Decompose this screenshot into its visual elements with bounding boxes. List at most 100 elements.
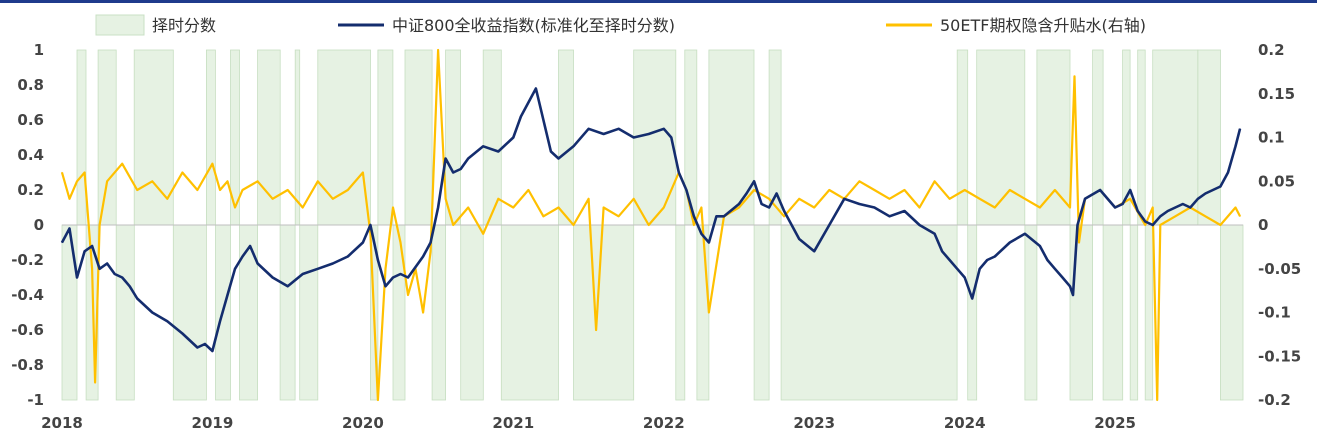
- csi800-point-17: [219, 320, 221, 322]
- etf50-point-26: [362, 171, 364, 174]
- csi800-point-88: [971, 297, 973, 300]
- timing-bar-4: [115, 224, 135, 401]
- csi800-point-82: [918, 224, 921, 226]
- csi800-point-36: [422, 255, 424, 258]
- csi800-point-54: [603, 133, 605, 135]
- csi800-point-86: [956, 268, 958, 270]
- etf50-point-23: [317, 180, 319, 182]
- csi800-point-58: [663, 128, 665, 130]
- timing-bar-46: [1144, 224, 1154, 401]
- y-left-tick-label: -0.6: [11, 321, 44, 339]
- timing-bar-44: [1129, 224, 1139, 401]
- y-axis-left: 1 0.8 0.6 0.4 0.2 0 -0.2 -0.4 -0.6 -0.8 -1: [11, 41, 44, 409]
- timing-bar-49: [1220, 224, 1244, 401]
- etf50-point-77: [994, 206, 996, 209]
- etf50-point-68: [858, 180, 861, 182]
- csi800-point-0: [61, 241, 63, 244]
- csi800-point-110: [1167, 210, 1169, 212]
- csi800-point-27: [332, 262, 334, 265]
- csi800-point-94: [1039, 245, 1041, 247]
- etf50-point-31: [399, 241, 402, 244]
- etf50-point-92: [1159, 224, 1161, 226]
- csi800-point-74: [798, 238, 800, 240]
- timing-bar-10: [239, 224, 259, 401]
- csi800-point-24: [287, 285, 289, 287]
- csi800-point-43: [482, 145, 484, 147]
- csi800-point-28: [347, 255, 349, 258]
- csi800-point-79: [873, 206, 876, 209]
- etf50-point-39: [467, 206, 469, 209]
- csi800-point-14: [196, 346, 198, 349]
- csi800-point-25: [302, 273, 304, 275]
- csi800-point-23: [272, 276, 274, 279]
- csi800-point-64: [708, 241, 710, 244]
- timing-bar-31: [708, 49, 755, 226]
- etf50-point-64: [798, 198, 800, 200]
- timing-bar-29: [684, 49, 698, 226]
- csi800-point-87: [964, 276, 966, 279]
- csi800-point-57: [648, 133, 650, 135]
- csi800-point-105: [1129, 189, 1131, 191]
- csi800-point-116: [1212, 189, 1214, 191]
- timing-bar-3: [97, 49, 117, 226]
- csi800-point-12: [166, 320, 168, 322]
- csi800-point-29: [362, 241, 364, 244]
- etf50-point-57: [700, 206, 703, 209]
- csi800-point-35: [407, 276, 409, 279]
- csi800-point-96: [1054, 268, 1056, 270]
- legend-label-etf50: 50ETF期权隐含升贴水(右轴): [940, 16, 1146, 35]
- csi800-point-63: [700, 233, 703, 235]
- csi800-point-40: [452, 171, 454, 174]
- etf50-point-34: [422, 311, 424, 314]
- csi800-point-46: [520, 115, 522, 118]
- csi800-point-114: [1197, 198, 1199, 200]
- legend-label-timing: 择时分数: [152, 16, 216, 35]
- timing-bar-7: [205, 49, 216, 226]
- etf50-point-36: [437, 49, 439, 51]
- etf50-point-51: [633, 198, 635, 200]
- etf50-point-43: [527, 189, 530, 191]
- x-tick-label: 2022: [643, 414, 685, 432]
- csi800-point-61: [685, 189, 688, 191]
- csi800-point-117: [1219, 185, 1221, 188]
- timing-bar-45: [1137, 49, 1146, 226]
- etf50-point-0: [61, 171, 63, 174]
- csi800-point-7: [114, 273, 116, 275]
- y-right-tick-label: -0.1: [1258, 304, 1291, 322]
- etf50-point-73: [934, 180, 936, 182]
- timing-bar-40: [1069, 224, 1094, 401]
- etf50-point-60: [738, 206, 740, 209]
- etf50-point-12: [181, 171, 183, 174]
- etf50-point-47: [588, 198, 590, 200]
- etf50-point-71: [903, 189, 906, 191]
- y-right-tick-label: 0: [1258, 216, 1268, 234]
- csi800-point-99: [1072, 294, 1074, 296]
- csi800-point-71: [768, 206, 770, 209]
- timing-bar-12: [279, 224, 296, 401]
- csi800-point-118: [1227, 171, 1229, 174]
- y-right-tick-label: -0.05: [1258, 260, 1301, 278]
- etf50-point-37: [445, 198, 447, 200]
- etf50-point-93: [1174, 215, 1176, 217]
- csi800-point-42: [467, 157, 469, 160]
- csi800-point-9: [129, 285, 131, 287]
- csi800-point-26: [317, 268, 319, 270]
- y-right-tick-label: 0.2: [1258, 41, 1285, 59]
- csi800-series: [60, 87, 1242, 353]
- timing-bar-5: [133, 49, 174, 226]
- etf50-point-61: [753, 189, 755, 191]
- etf50-point-80: [1039, 206, 1041, 209]
- x-tick-label: 2024: [944, 414, 986, 432]
- timing-bar-28: [675, 224, 686, 401]
- csi800-point-11: [151, 311, 153, 314]
- csi800-point-13: [181, 332, 183, 335]
- csi800-point-111: [1174, 206, 1176, 209]
- etf50-point-70: [888, 198, 891, 200]
- timing-bar-35: [956, 49, 969, 226]
- timing-bar-1: [76, 49, 87, 226]
- csi800-point-51: [557, 157, 560, 160]
- etf50-point-5: [94, 381, 96, 384]
- etf50-point-90: [1152, 206, 1154, 209]
- etf50-point-74: [949, 198, 951, 200]
- csi800-point-101: [1084, 198, 1086, 200]
